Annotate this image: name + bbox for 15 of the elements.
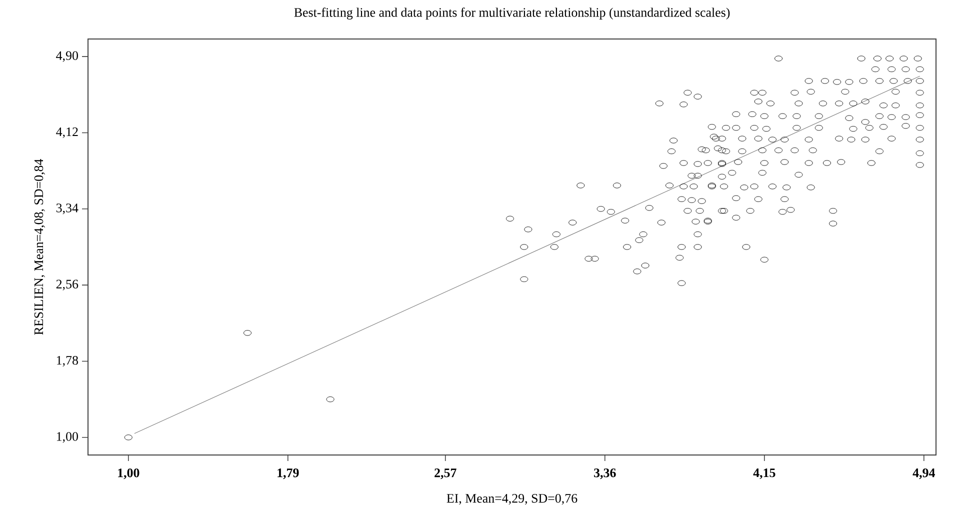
x-tick-label: 1,79 — [278, 468, 299, 480]
y-tick-label: 2,56 — [56, 280, 78, 290]
y-tick-label: 1,00 — [56, 432, 78, 443]
x-tick-label: 1,00 — [118, 468, 140, 480]
x-tick-label: 4,15 — [753, 468, 776, 480]
y-tick-label: 4,12 — [56, 127, 78, 138]
y-tick-label: 4,90 — [56, 51, 78, 62]
y-tick-label: 1,78 — [56, 356, 78, 367]
x-axis-title: EI, Mean=4,29, SD=0,76 — [446, 494, 578, 505]
x-tick-label: 3,36 — [594, 468, 616, 480]
y-tick-label: 3,34 — [56, 204, 78, 214]
chart-title: Best-fitting line and data points for multivariate relationship (unstandardized scales) — [294, 8, 730, 20]
x-tick-label: 4,94 — [912, 468, 935, 480]
y-axis-title: RESILIEN, Mean=4,08, SD=0,84 — [34, 158, 45, 335]
x-tick-label: 2,57 — [434, 468, 456, 480]
